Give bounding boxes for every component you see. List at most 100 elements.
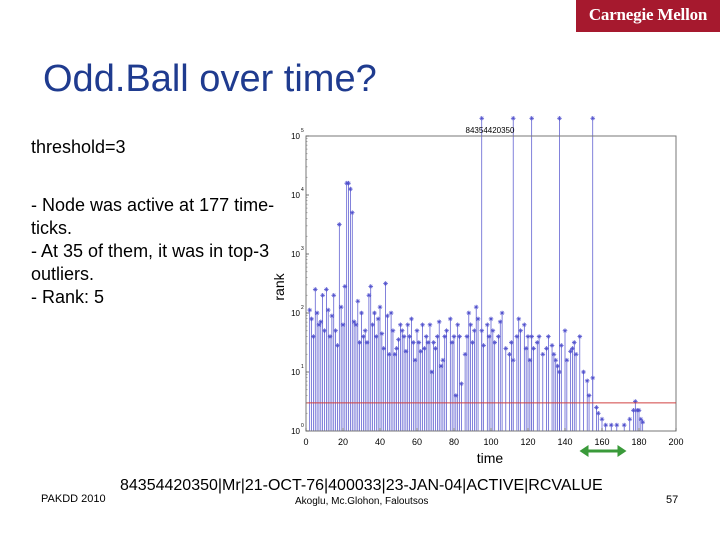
data-point — [370, 322, 375, 328]
footer-conference: PAKDD 2010 — [41, 493, 106, 505]
point-stroke — [503, 346, 508, 351]
data-point — [411, 340, 416, 345]
x-tick-label: 60 — [412, 437, 422, 447]
x-tick-label: 200 — [668, 437, 683, 447]
point-stroke — [415, 328, 419, 333]
data-point — [309, 316, 314, 322]
data-point — [631, 408, 636, 413]
carnegie-mellon-logo: Carnegie Mellon — [576, 0, 720, 32]
point-stroke — [392, 352, 397, 357]
point-stroke — [491, 328, 495, 333]
data-point — [473, 304, 479, 310]
point-stroke — [565, 358, 569, 363]
data-point — [518, 328, 523, 333]
point-stroke — [380, 331, 384, 336]
arrow-head-right — [617, 445, 627, 457]
point-stroke — [348, 187, 353, 191]
data-point — [405, 322, 411, 328]
point-stroke — [405, 322, 410, 327]
data-point — [599, 416, 605, 422]
point-stroke — [511, 358, 516, 363]
point-stroke — [318, 320, 323, 324]
data-point — [462, 352, 468, 357]
point-stroke — [337, 222, 342, 227]
data-point — [472, 328, 477, 333]
point-stroke — [320, 293, 325, 298]
bullet-2: - At 35 of them, it was in top-3 outlier… — [31, 241, 270, 284]
point-stroke — [389, 311, 393, 315]
data-point — [608, 422, 614, 428]
point-stroke — [553, 358, 558, 363]
data-point — [486, 334, 492, 339]
x-tick-label: 160 — [594, 437, 609, 447]
point-stroke — [496, 334, 501, 339]
data-point — [425, 340, 431, 345]
x-tick-label: 40 — [375, 437, 385, 447]
logo-text: Carnegie Mellon — [588, 5, 708, 24]
data-point — [436, 319, 442, 325]
point-stroke — [550, 343, 554, 348]
point-stroke — [557, 116, 562, 121]
data-point — [307, 307, 312, 313]
point-stroke — [313, 287, 318, 292]
point-stroke — [468, 322, 473, 327]
point-stroke — [609, 423, 614, 427]
point-stroke — [431, 340, 436, 345]
point-stroke — [516, 317, 521, 321]
data-point — [571, 340, 577, 345]
data-point — [340, 322, 346, 328]
point-stroke — [489, 317, 493, 321]
point-stroke — [396, 337, 401, 342]
data-point — [464, 334, 470, 339]
data-point — [386, 352, 392, 357]
point-stroke — [455, 322, 460, 327]
data-point — [431, 340, 436, 345]
point-stroke — [474, 305, 479, 309]
page-number: 57 — [666, 494, 679, 506]
data-point — [451, 334, 457, 339]
data-point — [490, 328, 496, 333]
point-stroke — [335, 343, 340, 348]
point-stroke — [402, 334, 406, 339]
data-point — [351, 319, 357, 325]
data-point — [329, 313, 335, 319]
point-stroke — [343, 284, 347, 289]
data-point — [549, 343, 555, 348]
point-stroke — [363, 328, 368, 333]
point-stroke — [509, 340, 514, 345]
y-tick-base: 10 — [291, 427, 300, 436]
point-stroke — [518, 328, 523, 333]
y-tick-base: 10 — [291, 250, 300, 259]
data-point — [409, 316, 414, 322]
data-point — [377, 304, 383, 310]
point-stroke — [394, 346, 399, 351]
data-point — [357, 340, 362, 345]
y-tick-exponent: 2 — [301, 305, 304, 311]
data-point — [420, 322, 425, 328]
point-stroke — [498, 320, 503, 324]
slide-title: Odd.Ball over time? — [43, 58, 377, 100]
data-point — [390, 328, 396, 333]
point-stroke — [417, 340, 421, 345]
point-stroke — [487, 334, 491, 339]
data-point — [479, 328, 485, 333]
point-stroke — [333, 328, 338, 333]
data-point — [531, 346, 536, 351]
data-point — [375, 316, 381, 322]
point-stroke — [463, 352, 467, 357]
point-stroke — [311, 334, 316, 339]
data-point — [372, 310, 377, 316]
data-point — [359, 310, 364, 316]
data-point — [503, 346, 509, 351]
point-stroke — [387, 352, 392, 357]
point-stroke — [341, 322, 345, 327]
data-point — [368, 284, 374, 289]
x-tick-label: 140 — [557, 437, 572, 447]
point-stroke — [479, 116, 484, 121]
data-point — [470, 340, 475, 345]
y-tick-exponent: 0 — [301, 423, 304, 429]
data-point — [414, 328, 420, 333]
y-tick-exponent: 4 — [301, 187, 304, 193]
data-point — [557, 116, 562, 121]
data-point — [497, 319, 503, 325]
